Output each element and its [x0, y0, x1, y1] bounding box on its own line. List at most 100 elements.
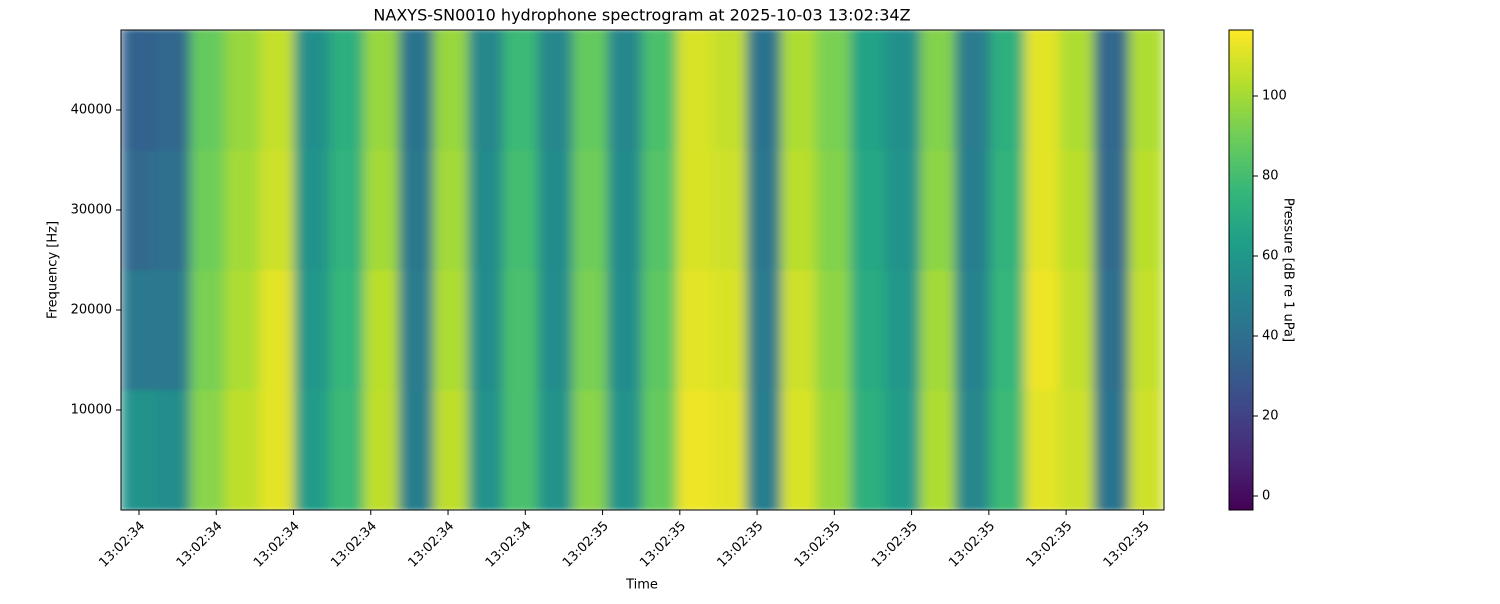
- colorbar-step: [1229, 494, 1253, 499]
- colorbar-step: [1229, 162, 1253, 167]
- colorbar-step: [1229, 274, 1253, 279]
- spectrogram-cell: [711, 30, 748, 151]
- colorbar-tick-label: 80: [1262, 169, 1279, 184]
- colorbar-step: [1229, 38, 1253, 43]
- colorbar-step: [1229, 134, 1253, 139]
- colorbar-step: [1229, 386, 1253, 391]
- colorbar-step: [1229, 126, 1253, 131]
- spectrogram-cell: [607, 30, 643, 151]
- colorbar-step: [1229, 498, 1253, 503]
- colorbar: [1229, 30, 1253, 511]
- colorbar-step: [1229, 462, 1253, 467]
- spectrogram-cell: [746, 269, 783, 391]
- colorbar-step: [1229, 66, 1253, 71]
- colorbar-step: [1229, 286, 1253, 291]
- spectrogram-cell: [155, 30, 192, 151]
- colorbar-label: Pressure [dB re 1 uPa]: [1281, 198, 1296, 342]
- colorbar-step: [1229, 278, 1253, 283]
- colorbar-step: [1229, 234, 1253, 239]
- colorbar-step: [1229, 86, 1253, 91]
- spectrogram-cell: [885, 389, 922, 510]
- spectrogram-cell: [190, 30, 226, 151]
- spectrogram-cell: [468, 149, 504, 271]
- colorbar-step: [1229, 190, 1253, 195]
- colorbar-step: [1229, 138, 1253, 143]
- spectrogram-cell: [190, 389, 226, 510]
- chart-title: NAXYS-SN0010 hydrophone spectrogram at 2…: [373, 6, 910, 25]
- spectrogram-cell: [1128, 30, 1164, 151]
- spectrogram-cell: [572, 149, 609, 271]
- spectrogram-cell: [1093, 269, 1130, 391]
- y-tick-label: 30000: [71, 203, 112, 218]
- colorbar-step: [1229, 410, 1253, 415]
- spectrogram-cell: [224, 149, 261, 271]
- spectrogram-cell: [989, 269, 1026, 391]
- spectrogram-cell: [607, 149, 643, 271]
- spectrogram-cell: [642, 269, 678, 391]
- spectrogram-cell: [642, 30, 678, 151]
- colorbar-step: [1229, 294, 1253, 299]
- spectrogram-cell: [642, 149, 678, 271]
- spectrogram-cell: [781, 389, 817, 510]
- colorbar-step: [1229, 194, 1253, 199]
- x-tick-label: 13:02:34: [96, 519, 148, 571]
- spectrogram-cell: [259, 389, 296, 510]
- colorbar-step: [1229, 238, 1253, 243]
- spectrogram-cell: [468, 30, 504, 151]
- y-tick-label: 10000: [71, 403, 112, 418]
- colorbar-step: [1229, 246, 1253, 251]
- spectrogram-cell: [781, 30, 817, 151]
- x-tick-label: 13:02:35: [792, 519, 844, 571]
- spectrogram-cell: [294, 30, 331, 151]
- colorbar-step: [1229, 394, 1253, 399]
- colorbar-tick-label: 40: [1262, 329, 1279, 344]
- spectrogram-cell: [363, 30, 400, 151]
- spectrogram-cell: [954, 149, 991, 271]
- spectrogram-cell: [920, 149, 956, 271]
- spectrogram-cell: [190, 149, 226, 271]
- colorbar-step: [1229, 310, 1253, 315]
- spectrogram-cell: [155, 149, 192, 271]
- heatmap-cells: [121, 30, 1164, 510]
- spectrogram-cell: [920, 389, 956, 510]
- colorbar-step: [1229, 150, 1253, 155]
- colorbar-step: [1229, 270, 1253, 275]
- spectrogram-cell: [572, 389, 609, 510]
- colorbar-step: [1229, 250, 1253, 255]
- spectrogram-cell: [850, 30, 887, 151]
- colorbar-step: [1229, 302, 1253, 307]
- colorbar-tick-label: 0: [1262, 489, 1270, 504]
- spectrogram-cell: [815, 149, 852, 271]
- colorbar-step: [1229, 146, 1253, 151]
- spectrogram-cell: [850, 269, 887, 391]
- colorbar-step: [1229, 418, 1253, 423]
- plot-frame: [120, 29, 1165, 511]
- colorbar-step: [1229, 50, 1253, 55]
- colorbar-step: [1229, 382, 1253, 387]
- heatmap: [121, 30, 1164, 510]
- colorbar-step: [1229, 122, 1253, 127]
- colorbar-step: [1229, 354, 1253, 359]
- x-tick-label: 13:02:35: [560, 519, 612, 571]
- colorbar-step: [1229, 282, 1253, 287]
- spectrogram-cell: [815, 30, 852, 151]
- colorbar-step: [1229, 106, 1253, 111]
- colorbar-step: [1229, 414, 1253, 419]
- spectrogram-cell: [121, 30, 157, 151]
- colorbar-step: [1229, 202, 1253, 207]
- spectrogram-cell: [398, 389, 435, 510]
- spectrogram-cell: [711, 269, 748, 391]
- colorbar-step: [1229, 262, 1253, 267]
- colorbar-step: [1229, 322, 1253, 327]
- spectrogram-cell: [259, 149, 296, 271]
- colorbar-step: [1229, 266, 1253, 271]
- spectrogram-cell: [121, 269, 157, 391]
- spectrogram-cell: [815, 389, 852, 510]
- colorbar-step: [1229, 118, 1253, 123]
- spectrogram-cell: [294, 389, 331, 510]
- colorbar-step: [1229, 458, 1253, 463]
- colorbar-frame: [1228, 29, 1254, 511]
- spectrogram-cell: [607, 389, 643, 510]
- colorbar-step: [1229, 46, 1253, 51]
